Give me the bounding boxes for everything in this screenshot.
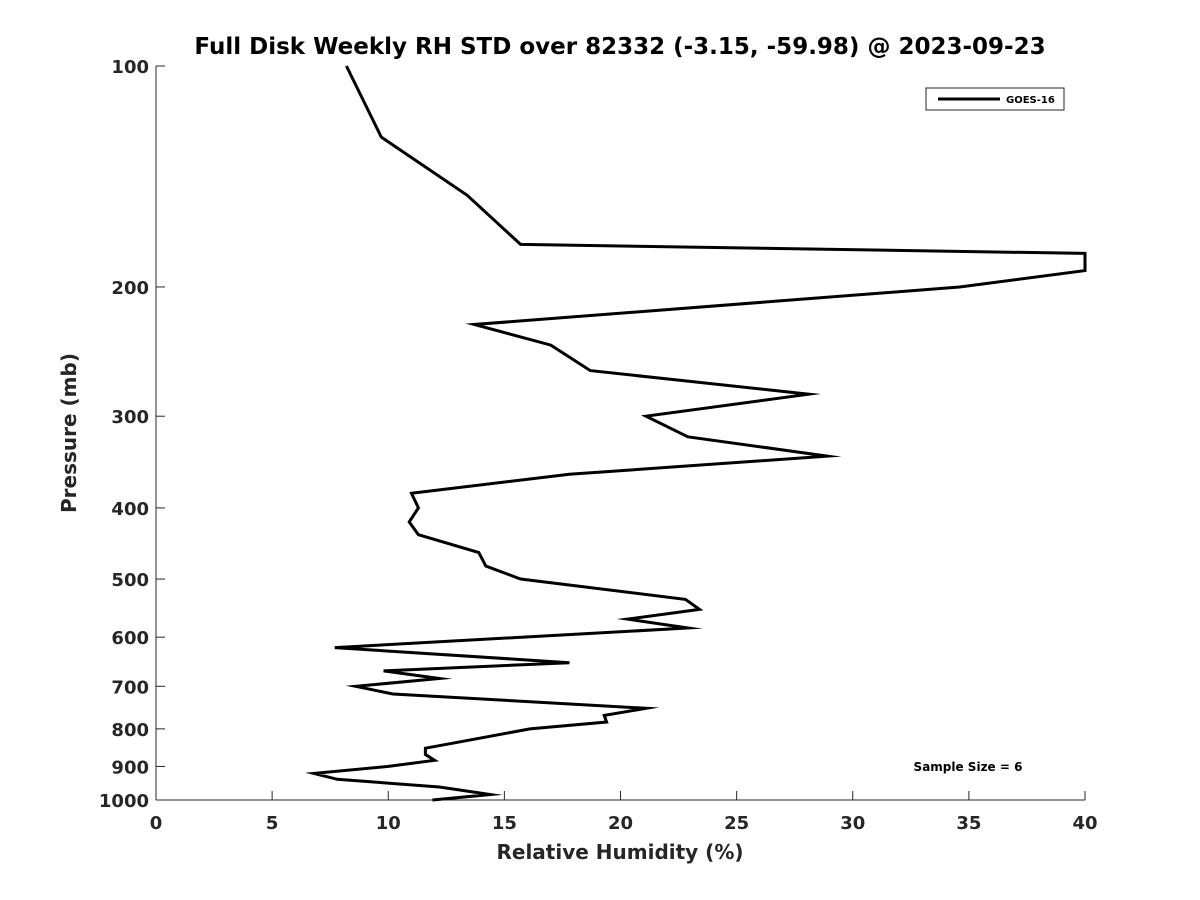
x-tick-label: 15	[492, 813, 517, 834]
x-tick-label: 20	[608, 813, 633, 834]
y-tick-label: 500	[111, 570, 149, 591]
legend-entry-goes-16: GOES-16	[1006, 95, 1055, 106]
chart-title: Full Disk Weekly RH STD over 82332 (-3.1…	[194, 34, 1045, 60]
x-tick-label: 10	[376, 813, 401, 834]
y-tick-label: 700	[111, 677, 149, 698]
x-tick-label: 25	[724, 813, 749, 834]
x-tick-label: 40	[1072, 813, 1097, 834]
series-line-goes-16	[305, 65, 1087, 802]
x-axis: 0 5 10 15 20 25 30 35 40	[150, 791, 1098, 834]
y-tick-label: 300	[111, 407, 149, 428]
y-tick-label: 600	[111, 628, 149, 649]
y-tick-label: 100	[111, 57, 149, 78]
x-tick-label: 35	[956, 813, 981, 834]
y-axis-label: Pressure (mb)	[57, 353, 81, 513]
x-tick-label: 30	[840, 813, 865, 834]
x-tick-label: 0	[150, 813, 163, 834]
y-tick-label: 400	[111, 499, 149, 520]
y-tick-label: 800	[111, 720, 149, 741]
y-tick-label: 900	[111, 757, 149, 778]
sample-size-annotation: Sample Size = 6	[914, 760, 1023, 774]
y-tick-label: 200	[111, 278, 149, 299]
legend: GOES-16	[925, 87, 1065, 111]
x-tick-label: 5	[266, 813, 279, 834]
y-axis: 100 200 300 400 500 600 700 800 900 1000	[99, 57, 165, 812]
plot-area	[156, 66, 1085, 800]
y-tick-label: 1000	[99, 791, 149, 812]
series-layer	[305, 65, 1087, 802]
x-axis-label: Relative Humidity (%)	[496, 840, 743, 864]
